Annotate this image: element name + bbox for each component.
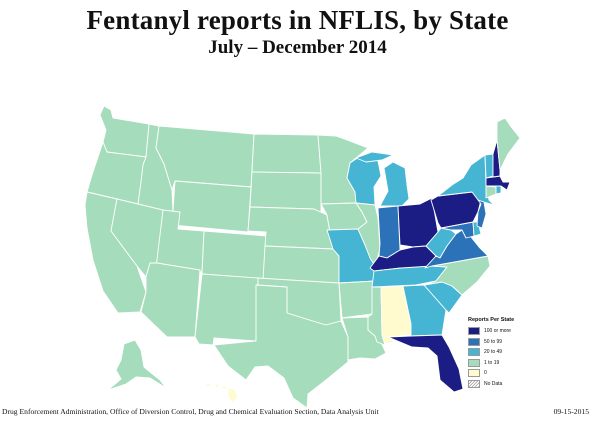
- state-NJ: [476, 199, 487, 229]
- legend-swatch: [468, 358, 480, 367]
- map-legend: Reports Per State 100 or more 50 to 99 2…: [468, 316, 526, 389]
- legend-label: 1 to 19: [484, 359, 500, 366]
- legend-label: 20 to 49: [484, 349, 503, 356]
- state-NC: [423, 255, 491, 296]
- state-WA: [99, 105, 150, 158]
- state-CT: [485, 185, 497, 199]
- legend-swatch: [468, 337, 480, 346]
- legend-swatch: [468, 369, 480, 378]
- map-subtitle: July – December 2014: [208, 37, 387, 58]
- state-RI: [495, 185, 502, 195]
- state-MA: [485, 175, 511, 191]
- legend-swatch-no-data: [468, 379, 480, 388]
- state-NH: [492, 139, 501, 178]
- state-IL: [355, 202, 381, 267]
- state-SD: [249, 171, 322, 214]
- legend-item: 0: [468, 368, 526, 379]
- legend-swatch: [468, 348, 480, 357]
- state-TX: [213, 284, 349, 409]
- state-AK: [107, 339, 167, 391]
- state-ME: [496, 117, 521, 171]
- state-NM: [194, 273, 259, 346]
- source-credit: Drug Enforcement Administration, Office …: [2, 407, 379, 416]
- state-ND: [251, 133, 322, 174]
- state-MI: [355, 151, 410, 207]
- legend-title: Reports Per State: [468, 317, 515, 323]
- state-AR: [338, 280, 377, 319]
- legend-item: 50 to 99: [468, 337, 526, 348]
- state-IN: [377, 205, 401, 259]
- state-AZ: [140, 262, 201, 338]
- state-DE: [472, 221, 482, 237]
- state-WY: [171, 180, 252, 233]
- legend-item: 100 or more: [468, 326, 526, 337]
- state-HI: [205, 381, 239, 404]
- state-VT: [484, 153, 494, 179]
- report-date: 09-15-2015: [553, 407, 589, 416]
- legend-label: No Data: [484, 380, 503, 387]
- legend-label: 50 to 99: [484, 338, 503, 345]
- legend-swatch: [468, 327, 480, 336]
- legend-label: 100 or more: [484, 328, 511, 335]
- state-MT: [155, 125, 255, 191]
- state-KS: [262, 245, 340, 284]
- legend-item: 1 to 19: [468, 358, 526, 369]
- map-title: Fentanyl reports in NFLIS, by State: [86, 5, 509, 35]
- state-FL: [387, 334, 464, 393]
- legend-label: 0: [484, 370, 487, 377]
- legend-item: 20 to 49: [468, 347, 526, 358]
- legend-item: No Data: [468, 379, 526, 390]
- state-CO: [201, 230, 268, 280]
